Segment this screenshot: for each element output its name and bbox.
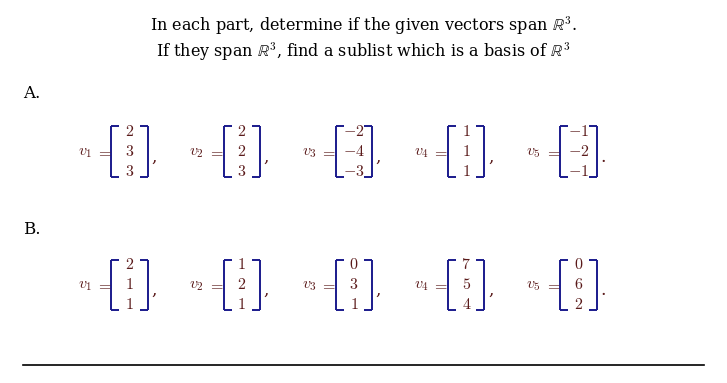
- Text: .: .: [601, 149, 606, 166]
- Text: $1$: $1$: [462, 143, 470, 160]
- Text: $=$: $=$: [95, 143, 112, 160]
- Text: $v_3$: $v_3$: [302, 143, 316, 160]
- Text: $0$: $0$: [350, 256, 358, 273]
- Text: $v_4$: $v_4$: [414, 276, 429, 293]
- Text: $v_1$: $v_1$: [78, 143, 92, 160]
- Text: $1$: $1$: [238, 256, 246, 273]
- Text: $2$: $2$: [574, 296, 583, 313]
- Text: $3$: $3$: [237, 163, 246, 180]
- Text: If they span $\mathbb{R}^3$, find a sublist which is a basis of $\mathbb{R}^3$: If they span $\mathbb{R}^3$, find a subl…: [156, 40, 571, 63]
- Text: $5$: $5$: [462, 276, 471, 293]
- Text: $v_2$: $v_2$: [190, 143, 204, 160]
- Text: A.: A.: [23, 85, 41, 102]
- Text: .: .: [601, 282, 606, 299]
- Text: $2$: $2$: [237, 123, 246, 140]
- Text: ,: ,: [488, 149, 494, 166]
- Text: $v_3$: $v_3$: [302, 276, 316, 293]
- Text: $=$: $=$: [433, 276, 449, 293]
- Text: $7$: $7$: [462, 256, 471, 273]
- Text: $=$: $=$: [208, 143, 224, 160]
- Text: $1$: $1$: [350, 296, 358, 313]
- Text: ,: ,: [264, 282, 269, 299]
- Text: $=$: $=$: [433, 143, 449, 160]
- Text: $-1$: $-1$: [568, 163, 589, 180]
- Text: ,: ,: [376, 149, 382, 166]
- Text: $=$: $=$: [208, 276, 224, 293]
- Text: $3$: $3$: [125, 143, 134, 160]
- Text: $2$: $2$: [237, 276, 246, 293]
- Text: $0$: $0$: [574, 256, 583, 273]
- Text: $2$: $2$: [237, 143, 246, 160]
- Text: $3$: $3$: [350, 276, 358, 293]
- Text: $=$: $=$: [545, 276, 561, 293]
- Text: $2$: $2$: [125, 256, 134, 273]
- Text: $2$: $2$: [125, 123, 134, 140]
- Text: B.: B.: [23, 221, 41, 238]
- Text: $v_5$: $v_5$: [526, 276, 541, 293]
- Text: $=$: $=$: [95, 276, 112, 293]
- Text: $-1$: $-1$: [568, 123, 589, 140]
- Text: $=$: $=$: [320, 276, 337, 293]
- Text: $-3$: $-3$: [343, 163, 365, 180]
- Text: ,: ,: [151, 282, 157, 299]
- Text: ,: ,: [151, 149, 157, 166]
- Text: $4$: $4$: [462, 296, 471, 313]
- Text: $1$: $1$: [462, 163, 470, 180]
- Text: $-2$: $-2$: [568, 143, 590, 160]
- Text: $v_4$: $v_4$: [414, 143, 429, 160]
- Text: $=$: $=$: [545, 143, 561, 160]
- Text: $v_2$: $v_2$: [190, 276, 204, 293]
- Text: ,: ,: [376, 282, 382, 299]
- Text: $v_1$: $v_1$: [78, 276, 92, 293]
- Text: ,: ,: [488, 282, 494, 299]
- Text: $=$: $=$: [320, 143, 337, 160]
- Text: $1$: $1$: [462, 123, 470, 140]
- Text: $1$: $1$: [238, 296, 246, 313]
- Text: $6$: $6$: [574, 276, 583, 293]
- Text: $1$: $1$: [125, 276, 134, 293]
- Text: ,: ,: [264, 149, 269, 166]
- Text: $-4$: $-4$: [343, 143, 365, 160]
- Text: $3$: $3$: [125, 163, 134, 180]
- Text: $v_5$: $v_5$: [526, 143, 541, 160]
- Text: $1$: $1$: [125, 296, 134, 313]
- Text: $-2$: $-2$: [343, 123, 365, 140]
- Text: In each part, determine if the given vectors span $\mathbb{R}^3$.: In each part, determine if the given vec…: [150, 15, 577, 37]
